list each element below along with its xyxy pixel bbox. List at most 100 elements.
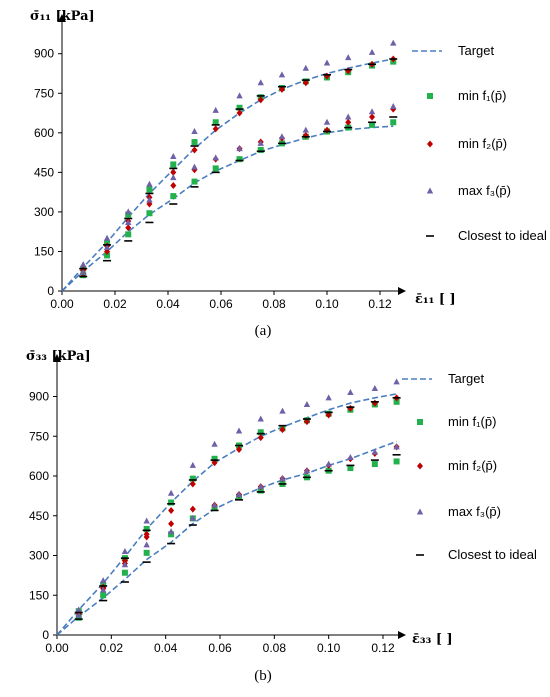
triangle-point-12 — [347, 389, 354, 396]
legend-square-swatch-point-0 — [427, 93, 433, 99]
square-point-13 — [371, 461, 378, 468]
triangle-point-9 — [279, 407, 286, 414]
square-point-7 — [236, 156, 243, 163]
legend-entry-label: min f₁(p̄) — [458, 88, 506, 103]
square-point-1 — [104, 252, 111, 259]
diamond-point-4 — [170, 168, 177, 176]
diamond-point-12 — [345, 118, 352, 126]
triangle-point-2 — [125, 218, 132, 225]
square-point-4 — [170, 161, 177, 168]
y-axis-label: σ̄₁₁ [kPa] — [30, 9, 95, 24]
x-tick-label: 0.10 — [315, 297, 339, 311]
y-tick-label: 600 — [29, 469, 49, 483]
x-tick-label: 0.06 — [209, 297, 233, 311]
triangle-point-6 — [211, 501, 218, 508]
series-dashed-line — [56, 440, 397, 636]
square-point-2 — [125, 231, 132, 238]
triangle-point-1 — [103, 244, 111, 250]
y-axis-arrow-icon — [53, 354, 61, 362]
square-point-5 — [191, 178, 198, 185]
legend-square-swatch-point-0 — [417, 419, 423, 425]
triangle-point-13 — [371, 448, 379, 455]
y-tick-label: 750 — [34, 86, 54, 100]
x-tick-label: 0.06 — [208, 641, 232, 655]
diamond-point-8 — [257, 434, 264, 442]
triangle-point-9 — [278, 133, 286, 140]
target-curve — [61, 125, 394, 292]
triangle-point-1 — [99, 586, 107, 593]
triangle-point-2 — [121, 548, 129, 555]
diamond-point-4 — [168, 520, 175, 528]
triangle-point-10 — [302, 126, 309, 133]
chart-panel-a: 0 150 300 450 600 750 900 0.00 0.02 0.04 0.06 0.08 0… — [30, 9, 547, 339]
diamond-point-4 — [170, 182, 177, 190]
triangle-point-0 — [75, 611, 82, 618]
legend-entry-label: Closest to ideal — [458, 228, 547, 243]
y-tick-label: 450 — [34, 165, 54, 179]
triangle-point-3 — [146, 196, 153, 203]
triangle-point-0 — [75, 606, 82, 613]
target-curve — [56, 440, 397, 636]
square-point-3 — [143, 526, 150, 532]
square-point-14 — [393, 458, 400, 465]
triangle-point-6 — [212, 154, 219, 161]
legend-entry-label: min f₁(p̄) — [448, 414, 496, 429]
series-dash — [74, 397, 401, 614]
series-dashed-line — [61, 58, 394, 292]
triangle-point-9 — [278, 71, 286, 78]
triangle-point-9 — [279, 475, 286, 482]
triangle-point-3 — [143, 541, 150, 548]
series-triangle — [80, 102, 397, 276]
diamond-point-6 — [212, 125, 219, 133]
triangle-point-14 — [390, 102, 397, 109]
square-point-5 — [189, 475, 196, 482]
legend: Target min f₁(p̄) min f₂(p̄) max f₃(p̄) Clos… — [412, 43, 547, 243]
series-triangle — [75, 378, 400, 613]
square-point-14 — [390, 119, 397, 126]
square-point-6 — [212, 119, 219, 126]
triangle-point-2 — [125, 208, 132, 215]
series-triangle — [75, 443, 400, 618]
triangle-point-5 — [189, 514, 197, 521]
legend-entry-label: max f₃(p̄) — [448, 504, 501, 519]
triangle-point-5 — [191, 128, 198, 134]
triangle-point-12 — [345, 54, 352, 61]
triangle-point-10 — [303, 400, 311, 407]
x-tick-label: 0.10 — [317, 641, 341, 655]
legend: Target min f₁(p̄) min f₂(p̄) max f₃(p̄) Clos… — [402, 371, 537, 562]
triangle-point-12 — [345, 113, 352, 120]
diamond-point-2 — [125, 224, 132, 232]
triangle-point-7 — [235, 427, 243, 434]
y-tick-label: 0 — [42, 628, 49, 642]
triangle-point-5 — [189, 461, 197, 468]
square-point-4 — [168, 499, 175, 506]
x-axis-arrow-icon — [398, 287, 406, 295]
triangle-point-4 — [167, 528, 175, 535]
square-point-7 — [236, 104, 243, 111]
triangle-point-13 — [368, 108, 376, 115]
square-point-12 — [347, 465, 354, 472]
x-axis-label: ε̄₃₃ [ ] — [412, 632, 453, 647]
square-point-3 — [146, 210, 153, 217]
x-tick-label: 0.04 — [154, 641, 178, 655]
series-square — [80, 119, 397, 279]
square-point-8 — [257, 487, 264, 494]
diamond-point-13 — [369, 113, 376, 121]
diamond-point-7 — [236, 109, 243, 117]
triangle-point-1 — [99, 577, 107, 584]
triangle-point-7 — [236, 92, 243, 99]
series-square — [80, 58, 397, 272]
diamond-point-7 — [236, 446, 243, 453]
y-tick-label: 750 — [29, 429, 49, 443]
diamond-point-8 — [257, 96, 264, 104]
series-square — [75, 458, 400, 621]
target-curve — [56, 393, 397, 636]
diamond-point-9 — [279, 426, 286, 434]
square-point-6 — [211, 455, 218, 462]
y-tick-label: 300 — [29, 549, 49, 563]
triangle-point-11 — [323, 59, 331, 66]
triangle-point-4 — [167, 489, 175, 496]
y-axis-label: σ̄₃₃ [kPa] — [26, 349, 91, 364]
triangle-point-11 — [325, 460, 332, 467]
chart-panel-b: 0 150 300 450 600 750 900 0.00 0.02 0.04 0.06 0.08 0… — [26, 349, 537, 684]
